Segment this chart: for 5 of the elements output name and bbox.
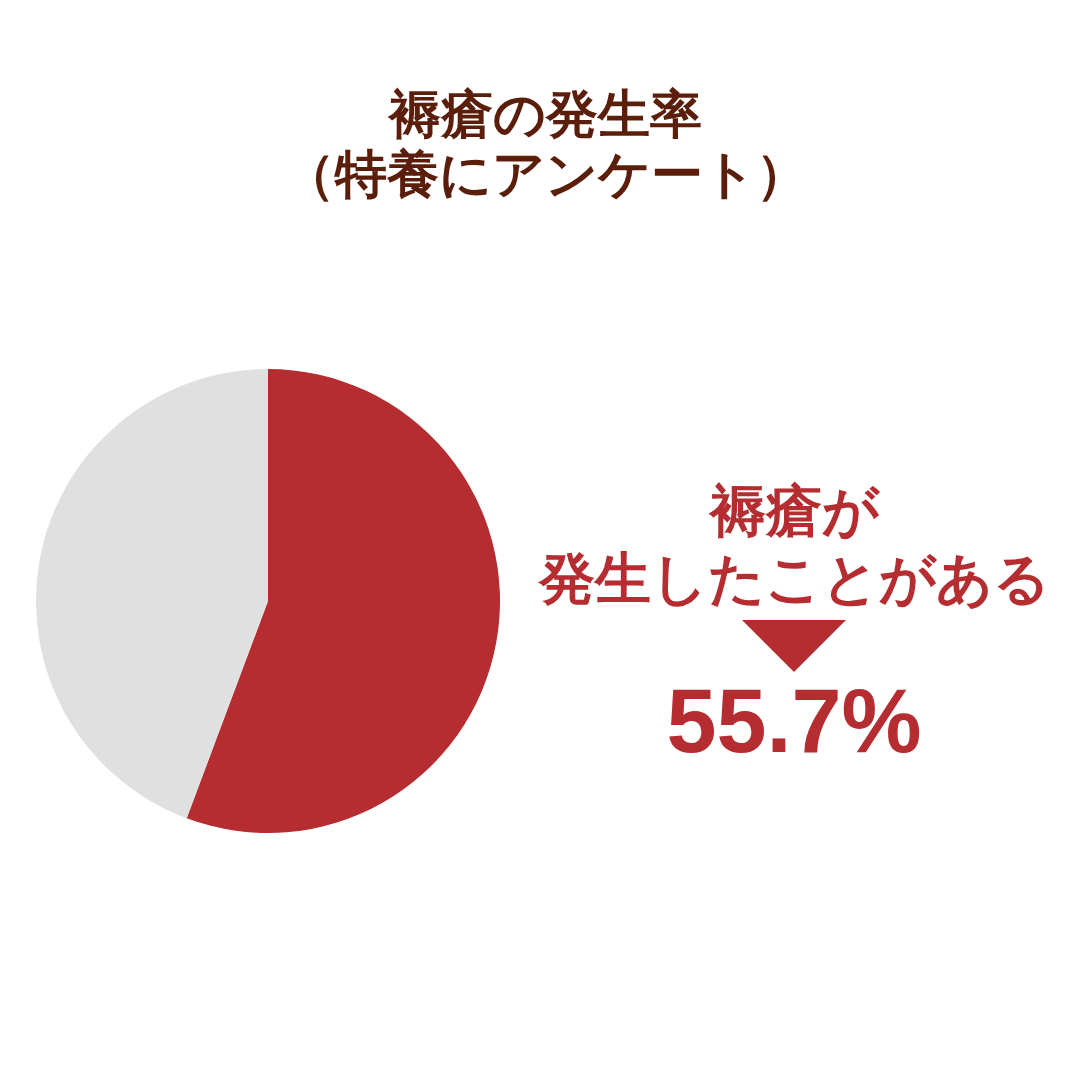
data-label: 55.7% xyxy=(666,671,922,771)
slice-label: 褥瘡が発生したことがある xyxy=(536,479,1050,610)
chart: 褥瘡が発生したことがある 55.7% xyxy=(36,369,1050,833)
chart-subtitle: （特養にアンケート） xyxy=(282,145,808,203)
chart-title: 褥瘡の発生率 xyxy=(386,85,702,143)
